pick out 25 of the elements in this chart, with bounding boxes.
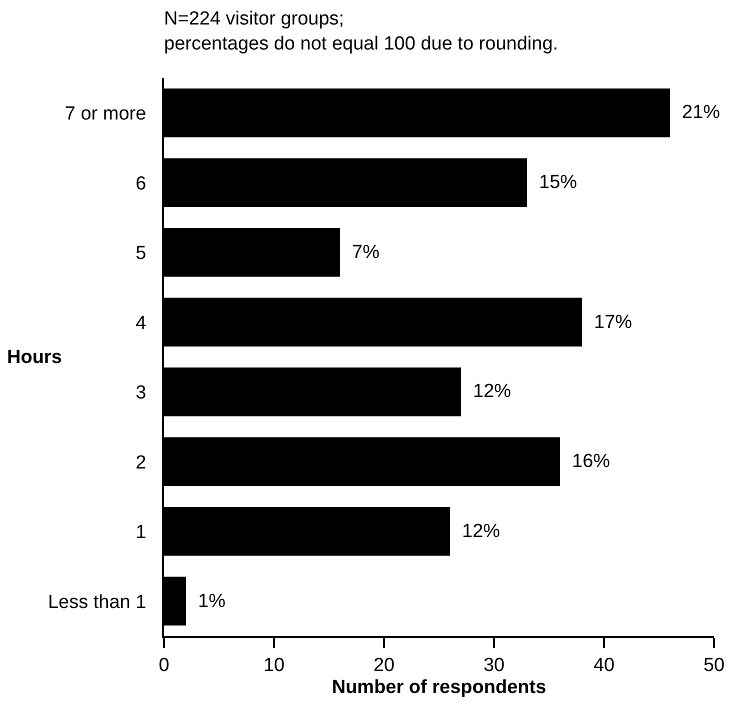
annotation: 12%: [473, 381, 512, 402]
annotation: 15%: [539, 172, 578, 193]
y-tick-label: 1: [136, 522, 146, 544]
x-tick-label: 20: [373, 654, 395, 676]
x-tick-label: 10: [263, 654, 285, 676]
x-axis-title: Number of respondents: [332, 677, 546, 698]
y-tick-label: 5: [136, 243, 146, 264]
y-axis-title: Hours: [7, 347, 62, 368]
y-tick-label: 6: [136, 173, 146, 194]
y-tick-label: Less than 1: [48, 592, 146, 613]
annotation: 16%: [572, 451, 610, 472]
y-tick-label: 4: [136, 312, 147, 334]
y-tick-label: 2: [136, 452, 146, 474]
x-tick-label: 0: [158, 654, 170, 676]
annotation: 1%: [198, 591, 226, 612]
annotation: 7%: [352, 242, 380, 263]
x-tick-label: 40: [593, 654, 615, 676]
x-tick-label: 30: [483, 654, 505, 676]
y-tick-label: 3: [136, 382, 146, 404]
chart-title: N=224 visitor groups; percentages do not equal 100 due to rounding.: [164, 8, 558, 54]
y-tick-label: 7 or more: [64, 104, 146, 125]
annotation: 17%: [594, 312, 632, 333]
annotation: 21%: [682, 102, 720, 123]
x-tick-label: 50: [703, 654, 725, 676]
annotation: 12%: [462, 521, 500, 542]
